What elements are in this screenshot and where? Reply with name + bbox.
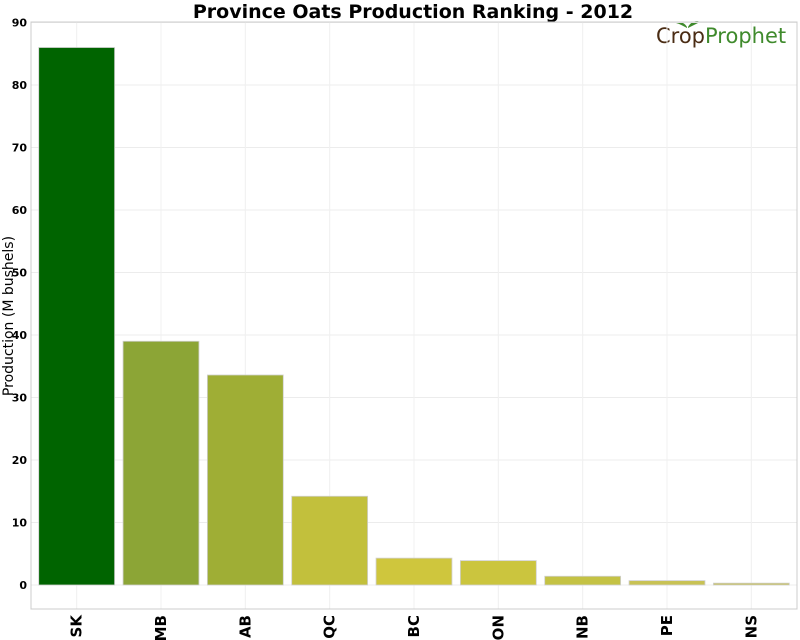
bars <box>38 47 790 586</box>
x-axis: SK MB AB QC BC ON NB PE NS <box>68 614 761 640</box>
cropprophet-logo: CropProphet <box>656 21 786 48</box>
bar-bc <box>375 557 453 586</box>
bar-sk <box>38 47 116 586</box>
x-tick-label: PE <box>658 615 676 636</box>
y-tick-label: 90 <box>12 17 28 30</box>
bar-pe <box>628 580 706 586</box>
x-tick-label: BC <box>405 615 423 637</box>
y-tick-label: 40 <box>12 329 28 342</box>
y-axis: 0 10 20 30 40 50 60 70 80 90 <box>12 17 28 593</box>
x-tick-label: SK <box>68 614 86 638</box>
x-tick-label: QC <box>321 615 339 639</box>
bar-ns <box>712 582 790 586</box>
y-tick-label: 10 <box>12 517 28 530</box>
y-tick-label: 50 <box>12 267 28 280</box>
bar-nb <box>544 575 622 586</box>
bar-qc <box>291 495 369 586</box>
x-tick-label: NS <box>742 615 760 638</box>
x-tick-label: AB <box>236 615 254 638</box>
y-tick-label: 80 <box>12 79 28 92</box>
chart-title: Province Oats Production Ranking - 2012 <box>193 1 633 23</box>
plot-area <box>30 21 798 610</box>
x-tick-label: NB <box>574 615 592 639</box>
x-tick-label: ON <box>489 615 507 640</box>
logo-prophet-text: Prophet <box>705 24 786 48</box>
y-tick-label: 30 <box>12 392 28 405</box>
y-tick-label: 70 <box>12 142 28 155</box>
x-tick-label: MB <box>152 615 170 640</box>
bar-on <box>459 560 537 586</box>
y-tick-label: 0 <box>19 579 27 592</box>
bar-ab <box>206 374 284 586</box>
svg-text:CropProphet: CropProphet <box>656 24 786 48</box>
y-axis-label: Production (M bushels) <box>1 236 17 396</box>
logo-crop-text: Crop <box>656 24 705 48</box>
y-tick-label: 20 <box>12 454 28 467</box>
bar-mb <box>122 340 200 586</box>
y-tick-label: 60 <box>12 204 28 217</box>
